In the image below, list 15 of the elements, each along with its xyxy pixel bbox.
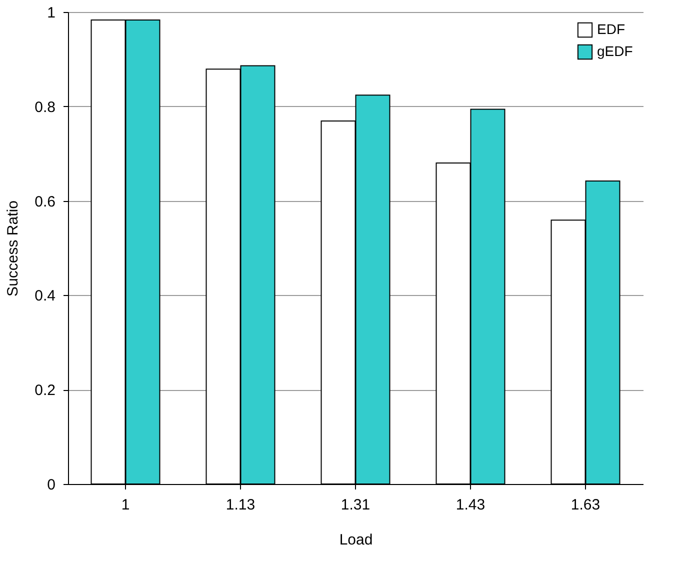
legend-label: gEDF <box>597 43 633 59</box>
legend-label: EDF <box>597 21 625 37</box>
y-tick-label: 0.6 <box>34 193 56 210</box>
y-tick-label: 0 <box>47 476 56 494</box>
x-tick-label: 1 <box>121 496 130 514</box>
y-axis-title: Success Ratio <box>4 200 22 296</box>
y-tick-label: 0.4 <box>34 288 56 305</box>
x-tick-label: 1.13 <box>226 496 256 514</box>
y-tick-label: 0.2 <box>34 382 56 400</box>
y-tick-label: 0.8 <box>34 98 56 116</box>
y-tick-label: 1 <box>47 4 56 22</box>
x-tick-label: 1.31 <box>340 496 370 514</box>
x-axis-title: Load <box>339 532 373 548</box>
x-tick-label: 1.63 <box>570 496 600 514</box>
x-tick-label: 1.43 <box>456 496 486 514</box>
